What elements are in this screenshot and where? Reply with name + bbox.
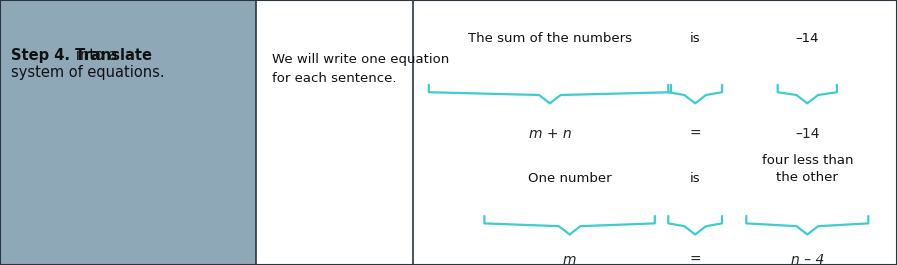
Text: –14: –14 (796, 32, 819, 45)
Text: –14: –14 (795, 127, 820, 141)
FancyBboxPatch shape (256, 0, 897, 265)
Text: We will write one equation
for each sentence.: We will write one equation for each sent… (272, 53, 449, 85)
Text: The sum of the numbers: The sum of the numbers (468, 32, 631, 45)
FancyBboxPatch shape (0, 0, 256, 265)
Text: is: is (690, 172, 701, 185)
Text: into a
system of equations.: into a system of equations. (11, 48, 164, 80)
Text: n – 4: n – 4 (790, 253, 824, 265)
Text: =: = (690, 253, 701, 265)
Text: m + n: m + n (528, 127, 571, 141)
Text: Step 4. Translate: Step 4. Translate (11, 48, 152, 63)
Text: is: is (690, 32, 701, 45)
Text: m: m (562, 253, 577, 265)
Text: four less than
the other: four less than the other (762, 154, 853, 184)
Text: =: = (690, 127, 701, 141)
Text: One number: One number (527, 172, 612, 185)
